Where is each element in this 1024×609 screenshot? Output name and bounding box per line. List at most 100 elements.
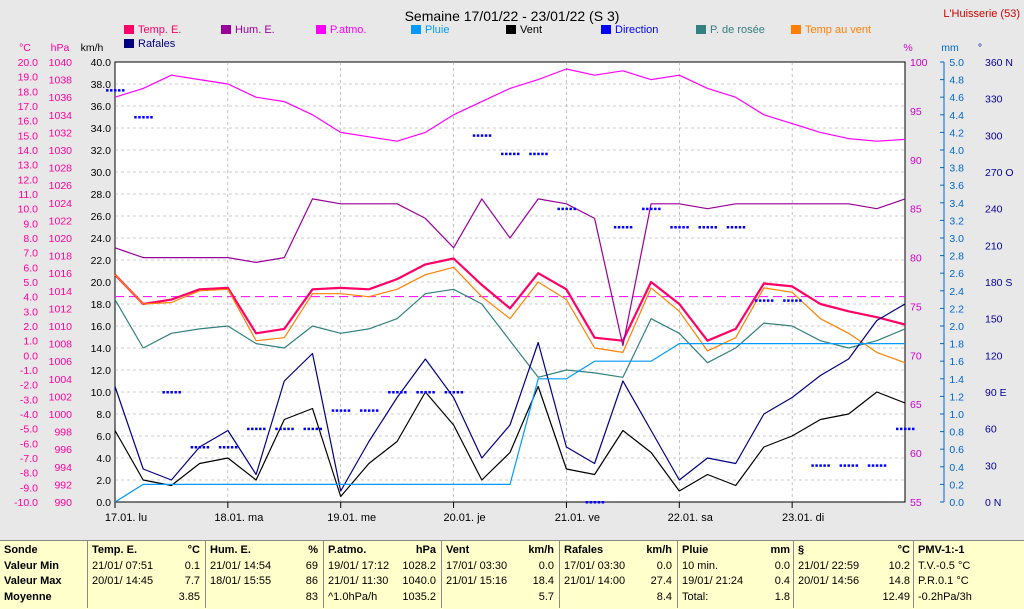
- temp-tick-label: 3.0: [23, 306, 38, 318]
- axis-unit-label: hPa: [51, 42, 70, 54]
- humidity-tick-label: 75: [910, 301, 922, 313]
- direction-point: [783, 299, 786, 302]
- direction-point: [363, 409, 367, 412]
- direction-point: [839, 464, 843, 467]
- stats-column-header: Rafales km/h: [564, 543, 672, 559]
- series: [106, 68, 915, 504]
- rain-tick-label: 1.0: [949, 409, 964, 421]
- stats-separator: [441, 540, 442, 608]
- direction-tick-label: 360 N: [985, 57, 1013, 69]
- direction-point: [811, 464, 814, 467]
- humidity-tick-label: 95: [910, 106, 922, 118]
- stats-column-unit: °C: [897, 544, 910, 556]
- direction-point: [202, 446, 206, 449]
- temp-tick-label: -9.0: [20, 482, 38, 494]
- direction-point: [855, 464, 859, 467]
- stats-row: 5.7: [446, 590, 554, 606]
- temp-tick-label: 1.0: [23, 336, 38, 348]
- direction-point: [400, 391, 403, 394]
- stats-value: 3.85: [178, 590, 200, 603]
- rain-tick-label: 2.4: [949, 286, 964, 298]
- direction-point: [367, 409, 371, 412]
- stats-value: 0.0: [774, 559, 790, 572]
- stats-label: 21/01/ 22:59: [798, 559, 860, 572]
- temp-tick-label: -7.0: [20, 453, 38, 465]
- direction-point: [726, 226, 730, 229]
- temp-tick-label: 6.0: [23, 262, 38, 274]
- stats-column-title: Vent: [446, 544, 470, 556]
- direction-point: [517, 152, 520, 156]
- stats-value: 14.8: [888, 575, 910, 587]
- stats-row: 3.85: [92, 590, 200, 606]
- direction-tick-label: 90 E: [985, 387, 1007, 399]
- stats-column-title: Temp. E.: [92, 544, 138, 556]
- stats-column-title: Sonde: [4, 544, 38, 556]
- wind-tick-label: 12.0: [91, 365, 112, 377]
- stats-row: 20/01/ 14:45 7.7: [92, 574, 200, 590]
- stats-value: 86: [305, 575, 318, 587]
- temp-tick-label: 14.0: [18, 145, 39, 157]
- direction-point: [674, 226, 677, 229]
- direction-point: [730, 226, 734, 229]
- direction-point: [194, 446, 198, 449]
- stats-row: 17/01/ 03:30 0.0: [564, 559, 672, 575]
- stats-column: PMV-1:-1 T.V.-0.5 °C P.R.0.1 °C -0.2hPa/3h: [918, 543, 1020, 607]
- stats-column-title: Hum. E.: [210, 544, 251, 556]
- humidity-tick-label: 55: [910, 497, 922, 509]
- wind-tick-label: 30.0: [91, 167, 112, 179]
- direction-point: [476, 134, 480, 137]
- stats-row: 10 min. 0.0: [682, 559, 790, 575]
- direction-point: [682, 226, 685, 229]
- stats-column-unit: km/h: [528, 544, 554, 556]
- stats-value: 1040.0: [402, 575, 436, 587]
- legend-swatch: [124, 25, 134, 34]
- direction-point: [545, 152, 548, 156]
- stats-label: Valeur Max: [4, 575, 62, 587]
- axis-unit-label: mm: [941, 42, 959, 54]
- direction-point: [642, 207, 645, 211]
- pressure-tick-label: 1024: [49, 198, 73, 210]
- stats-column-header: PMV-1:-1: [918, 543, 1020, 559]
- direction-point: [404, 391, 407, 394]
- stats-separator: [793, 540, 794, 608]
- stats-column-unit: %: [308, 544, 318, 556]
- direction-point: [912, 427, 915, 431]
- stats-row: 21/01/ 22:59 10.2: [798, 559, 910, 575]
- direction-point: [480, 134, 484, 137]
- temp-tick-label: -10.0: [14, 497, 38, 509]
- rain-tick-label: 3.6: [949, 180, 964, 192]
- direction-point: [335, 409, 339, 412]
- stats-row: 20/01/ 14:56 14.8: [798, 574, 910, 590]
- day-label: 22.01. sa: [668, 512, 714, 524]
- wind-tick-label: 26.0: [91, 211, 112, 223]
- series-line-temp-au-vent: [114, 266, 906, 364]
- rain-tick-label: 5.0: [949, 57, 964, 69]
- temp-tick-label: -8.0: [20, 468, 38, 480]
- direction-point: [319, 427, 322, 431]
- direction-point: [706, 226, 709, 229]
- humidity-tick-label: 100: [910, 57, 928, 69]
- temp-tick-label: 9.0: [23, 218, 38, 230]
- temp-tick-label: -5.0: [20, 424, 38, 436]
- direction-point: [114, 89, 117, 92]
- direction-point: [646, 207, 649, 211]
- rain-tick-label: 2.8: [949, 251, 964, 263]
- direction-point: [883, 464, 887, 467]
- stats-separator: [87, 540, 88, 608]
- direction-point: [847, 464, 851, 467]
- rain-tick-label: 3.8: [949, 163, 964, 175]
- stats-label: ^1.0hPa/h: [328, 590, 378, 603]
- stats-row: 19/01/ 21:24 0.4: [682, 574, 790, 590]
- stats-label: 19/01/ 21:24: [682, 575, 744, 587]
- direction-tick-label: 330: [985, 94, 1003, 106]
- direction-point: [255, 427, 258, 431]
- plot-area: [114, 61, 906, 503]
- direction-point: [561, 207, 564, 211]
- direction-point: [589, 501, 593, 504]
- chart-title: Semaine 17/01/22 - 23/01/22 (S 3): [405, 8, 620, 24]
- direction-point: [420, 391, 423, 394]
- stats-column-unit: km/h: [646, 544, 672, 556]
- stats-value: 0.1: [184, 559, 200, 572]
- stats-column-header: Vent km/h: [446, 543, 554, 559]
- direction-point: [904, 427, 907, 431]
